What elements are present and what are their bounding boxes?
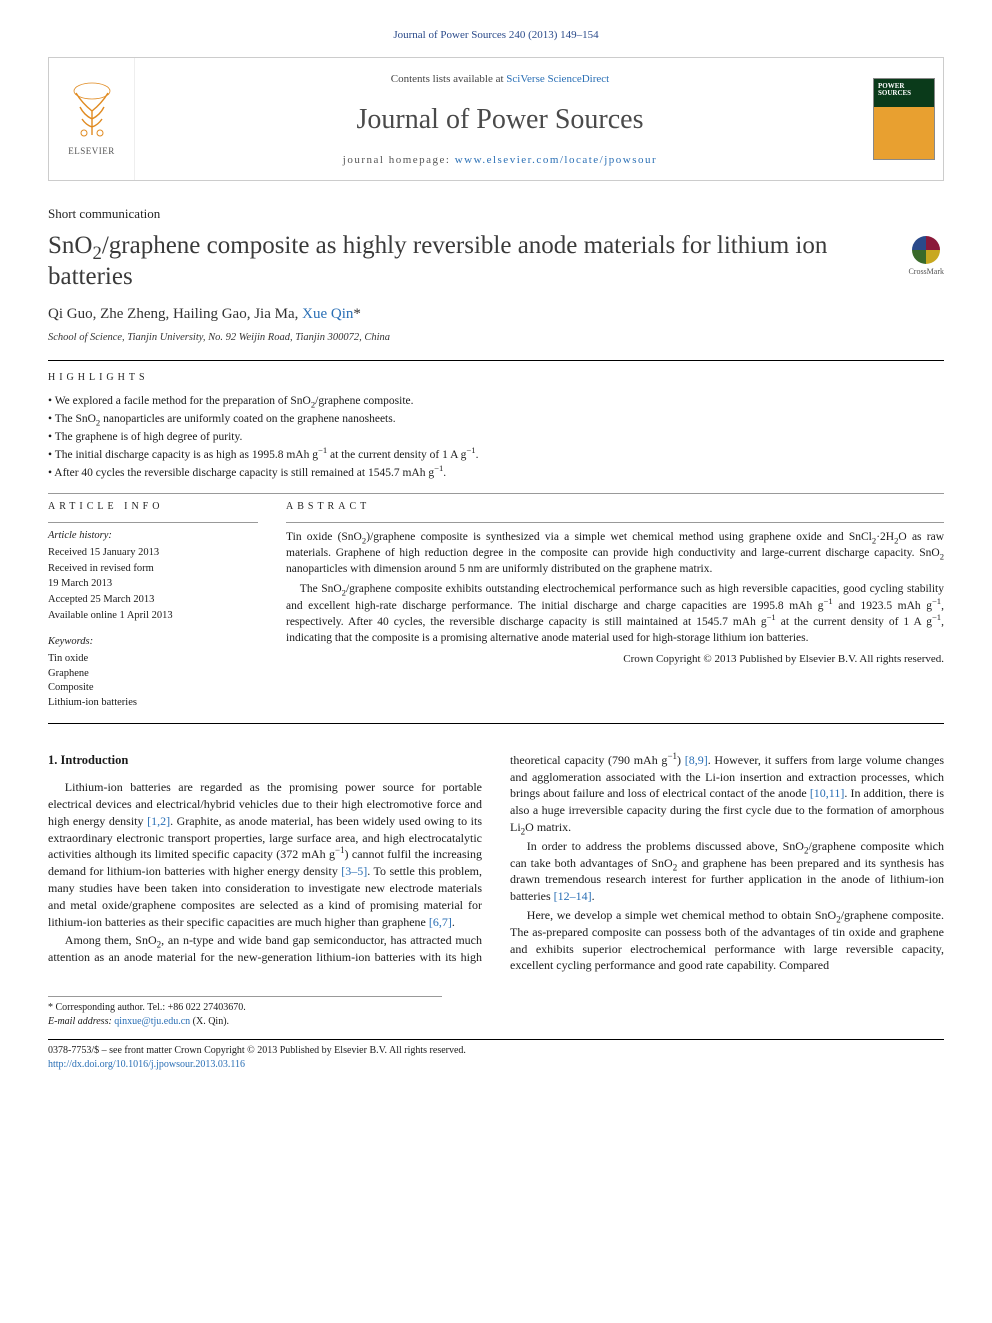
section-1-heading: 1. Introduction [48,752,482,770]
ref-link-8-9[interactable]: [8,9] [685,753,708,767]
article-info-label: ARTICLE INFO [48,500,258,514]
keyword-item: Composite [48,681,258,696]
doi-link[interactable]: http://dx.doi.org/10.1016/j.jpowsour.201… [48,1059,245,1070]
journal-name: Journal of Power Sources [145,100,855,139]
highlights-list: We explored a facile method for the prep… [48,393,944,481]
history-line: Accepted 25 March 2013 [48,593,258,608]
email-label: E-mail address: [48,1016,114,1027]
ref-link-1-2[interactable]: [1,2] [147,814,170,828]
article-title: SnO2/graphene composite as highly revers… [48,230,892,293]
abstract-label: ABSTRACT [286,500,944,514]
thin-rule [48,493,944,494]
history-line: 19 March 2013 [48,577,258,592]
citation-line: Journal of Power Sources 240 (2013) 149–… [48,28,944,43]
masthead-center: Contents lists available at SciVerse Sci… [135,58,865,180]
keyword-item: Graphene [48,667,258,682]
elsevier-tree-icon [62,81,122,141]
front-matter-line: 0378-7753/$ – see front matter Crown Cop… [48,1044,944,1058]
ref-link-6-7[interactable]: [6,7] [429,915,452,929]
abstract-copyright: Crown Copyright © 2013 Published by Else… [286,652,944,667]
publisher-name: ELSEVIER [68,145,115,158]
keyword-item: Tin oxide [48,652,258,667]
highlights-label: HIGHLIGHTS [48,371,944,385]
ref-link-3-5[interactable]: [3–5] [341,864,367,878]
authors-line: Qi Guo, Zhe Zheng, Hailing Gao, Jia Ma, … [48,304,944,325]
journal-homepage-line: journal homepage: www.elsevier.com/locat… [145,153,855,168]
rule [48,723,944,724]
highlight-item: The graphene is of high degree of purity… [48,429,944,445]
highlight-item: After 40 cycles the reversible discharge… [48,465,944,481]
abstract-column: ABSTRACT Tin oxide (SnO2)/graphene compo… [286,500,944,711]
history-heading: Article history: [48,529,258,544]
ref-link-12-14[interactable]: [12–14] [554,889,592,903]
journal-cover-thumbnail: POWER SOURCES [873,78,935,160]
publisher-logo-block: ELSEVIER [49,58,135,180]
keyword-item: Lithium-ion batteries [48,696,258,711]
highlight-item: We explored a facile method for the prep… [48,393,944,409]
history-line: Received in revised form [48,562,258,577]
body-paragraph: Here, we develop a simple wet chemical m… [510,907,944,974]
contents-prefix: Contents lists available at [391,73,506,85]
journal-homepage-link[interactable]: www.elsevier.com/locate/jpowsour [455,154,657,166]
bottom-bar: 0378-7753/$ – see front matter Crown Cop… [48,1039,944,1072]
homepage-prefix: journal homepage: [343,154,455,166]
highlight-item: The SnO2 nanoparticles are uniformly coa… [48,411,944,427]
email-line: E-mail address: qinxue@tju.edu.cn (X. Qi… [48,1015,442,1029]
abstract-paragraph: Tin oxide (SnO2)/graphene composite is s… [286,529,944,577]
keywords-heading: Keywords: [48,635,258,650]
history-line: Received 15 January 2013 [48,546,258,561]
corresponding-author-note: * Corresponding author. Tel.: +86 022 27… [48,1001,442,1015]
body-paragraph: Lithium-ion batteries are regarded as th… [48,779,482,930]
crossmark-label: CrossMark [908,266,944,277]
history-line: Available online 1 April 2013 [48,609,258,624]
ref-link-10-11[interactable]: [10,11] [810,786,845,800]
crossmark-widget[interactable]: CrossMark [908,236,944,277]
crossmark-icon [912,236,940,264]
article-info-column: ARTICLE INFO Article history: Received 1… [48,500,258,711]
body-two-column: 1. Introduction Lithium-ion batteries ar… [48,752,944,974]
highlight-item: The initial discharge capacity is as hig… [48,447,944,463]
sciencedirect-link[interactable]: SciVerse ScienceDirect [506,73,609,85]
journal-masthead: ELSEVIER Contents lists available at Sci… [48,57,944,181]
contents-available-line: Contents lists available at SciVerse Sci… [145,72,855,87]
rule [48,360,944,361]
article-type: Short communication [48,205,944,223]
thin-rule [286,522,944,523]
footnotes-block: * Corresponding author. Tel.: +86 022 27… [48,996,442,1029]
abstract-paragraph: The SnO2/graphene composite exhibits out… [286,581,944,645]
author-link-qin[interactable]: Xue Qin [302,306,353,322]
thin-rule [48,522,258,523]
masthead-right: POWER SOURCES [865,58,943,180]
corresponding-email-link[interactable]: qinxue@tju.edu.cn [114,1016,190,1027]
affiliation: School of Science, Tianjin University, N… [48,331,944,346]
body-paragraph: In order to address the problems discuss… [510,838,944,905]
cover-title: POWER SOURCES [878,83,930,97]
email-suffix: (X. Qin). [190,1016,229,1027]
